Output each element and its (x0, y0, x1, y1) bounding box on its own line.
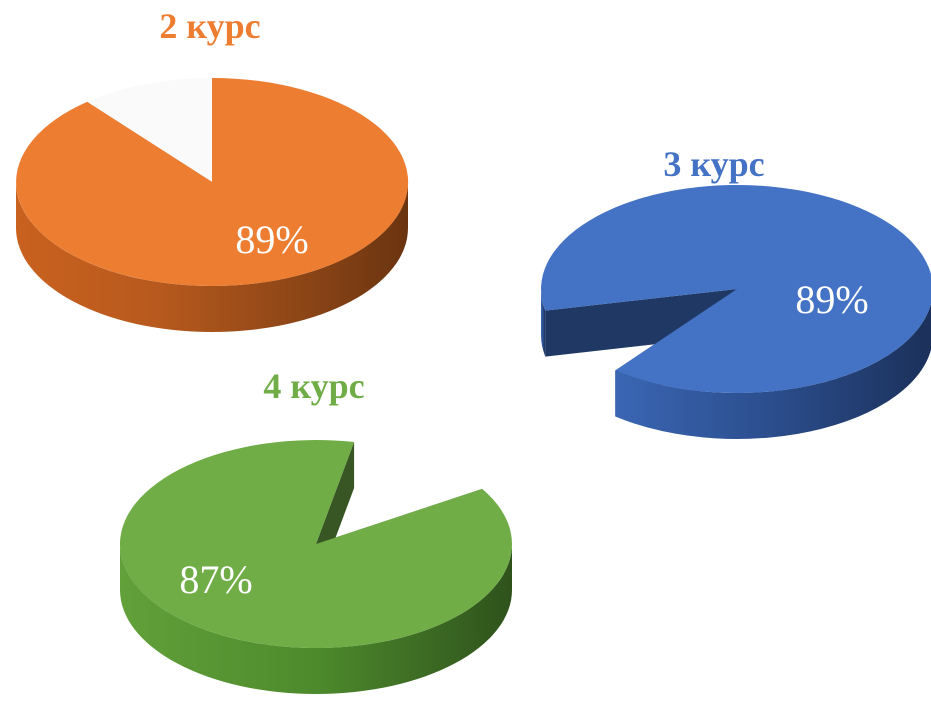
pie-4-slices (119, 440, 512, 694)
slice-rest (87, 78, 212, 182)
pie-chart-3: 3 курс 89% (541, 144, 931, 439)
chart-title-3: 3 курс (663, 144, 764, 184)
slice-main (541, 184, 931, 393)
slice-main (16, 77, 409, 286)
slice-main (119, 440, 512, 649)
pie-chart-4: 4 курс 87% (119, 366, 512, 694)
slice-main-side-0 (120, 544, 512, 694)
slice-main-side-0 (541, 289, 546, 357)
pie-chart-2: 2 курс 89% (16, 6, 409, 332)
pie-3-slices (541, 184, 931, 439)
chart-title-2: 2 курс (159, 6, 260, 46)
pie-2-slices (16, 77, 409, 332)
chart-title-4: 4 курс (263, 366, 364, 406)
data-label-4: 87% (179, 557, 252, 602)
slice-main-side-0 (16, 182, 408, 332)
data-label-3: 89% (795, 277, 868, 322)
data-label-2: 89% (235, 217, 308, 262)
slice-main-side-1 (615, 303, 931, 439)
